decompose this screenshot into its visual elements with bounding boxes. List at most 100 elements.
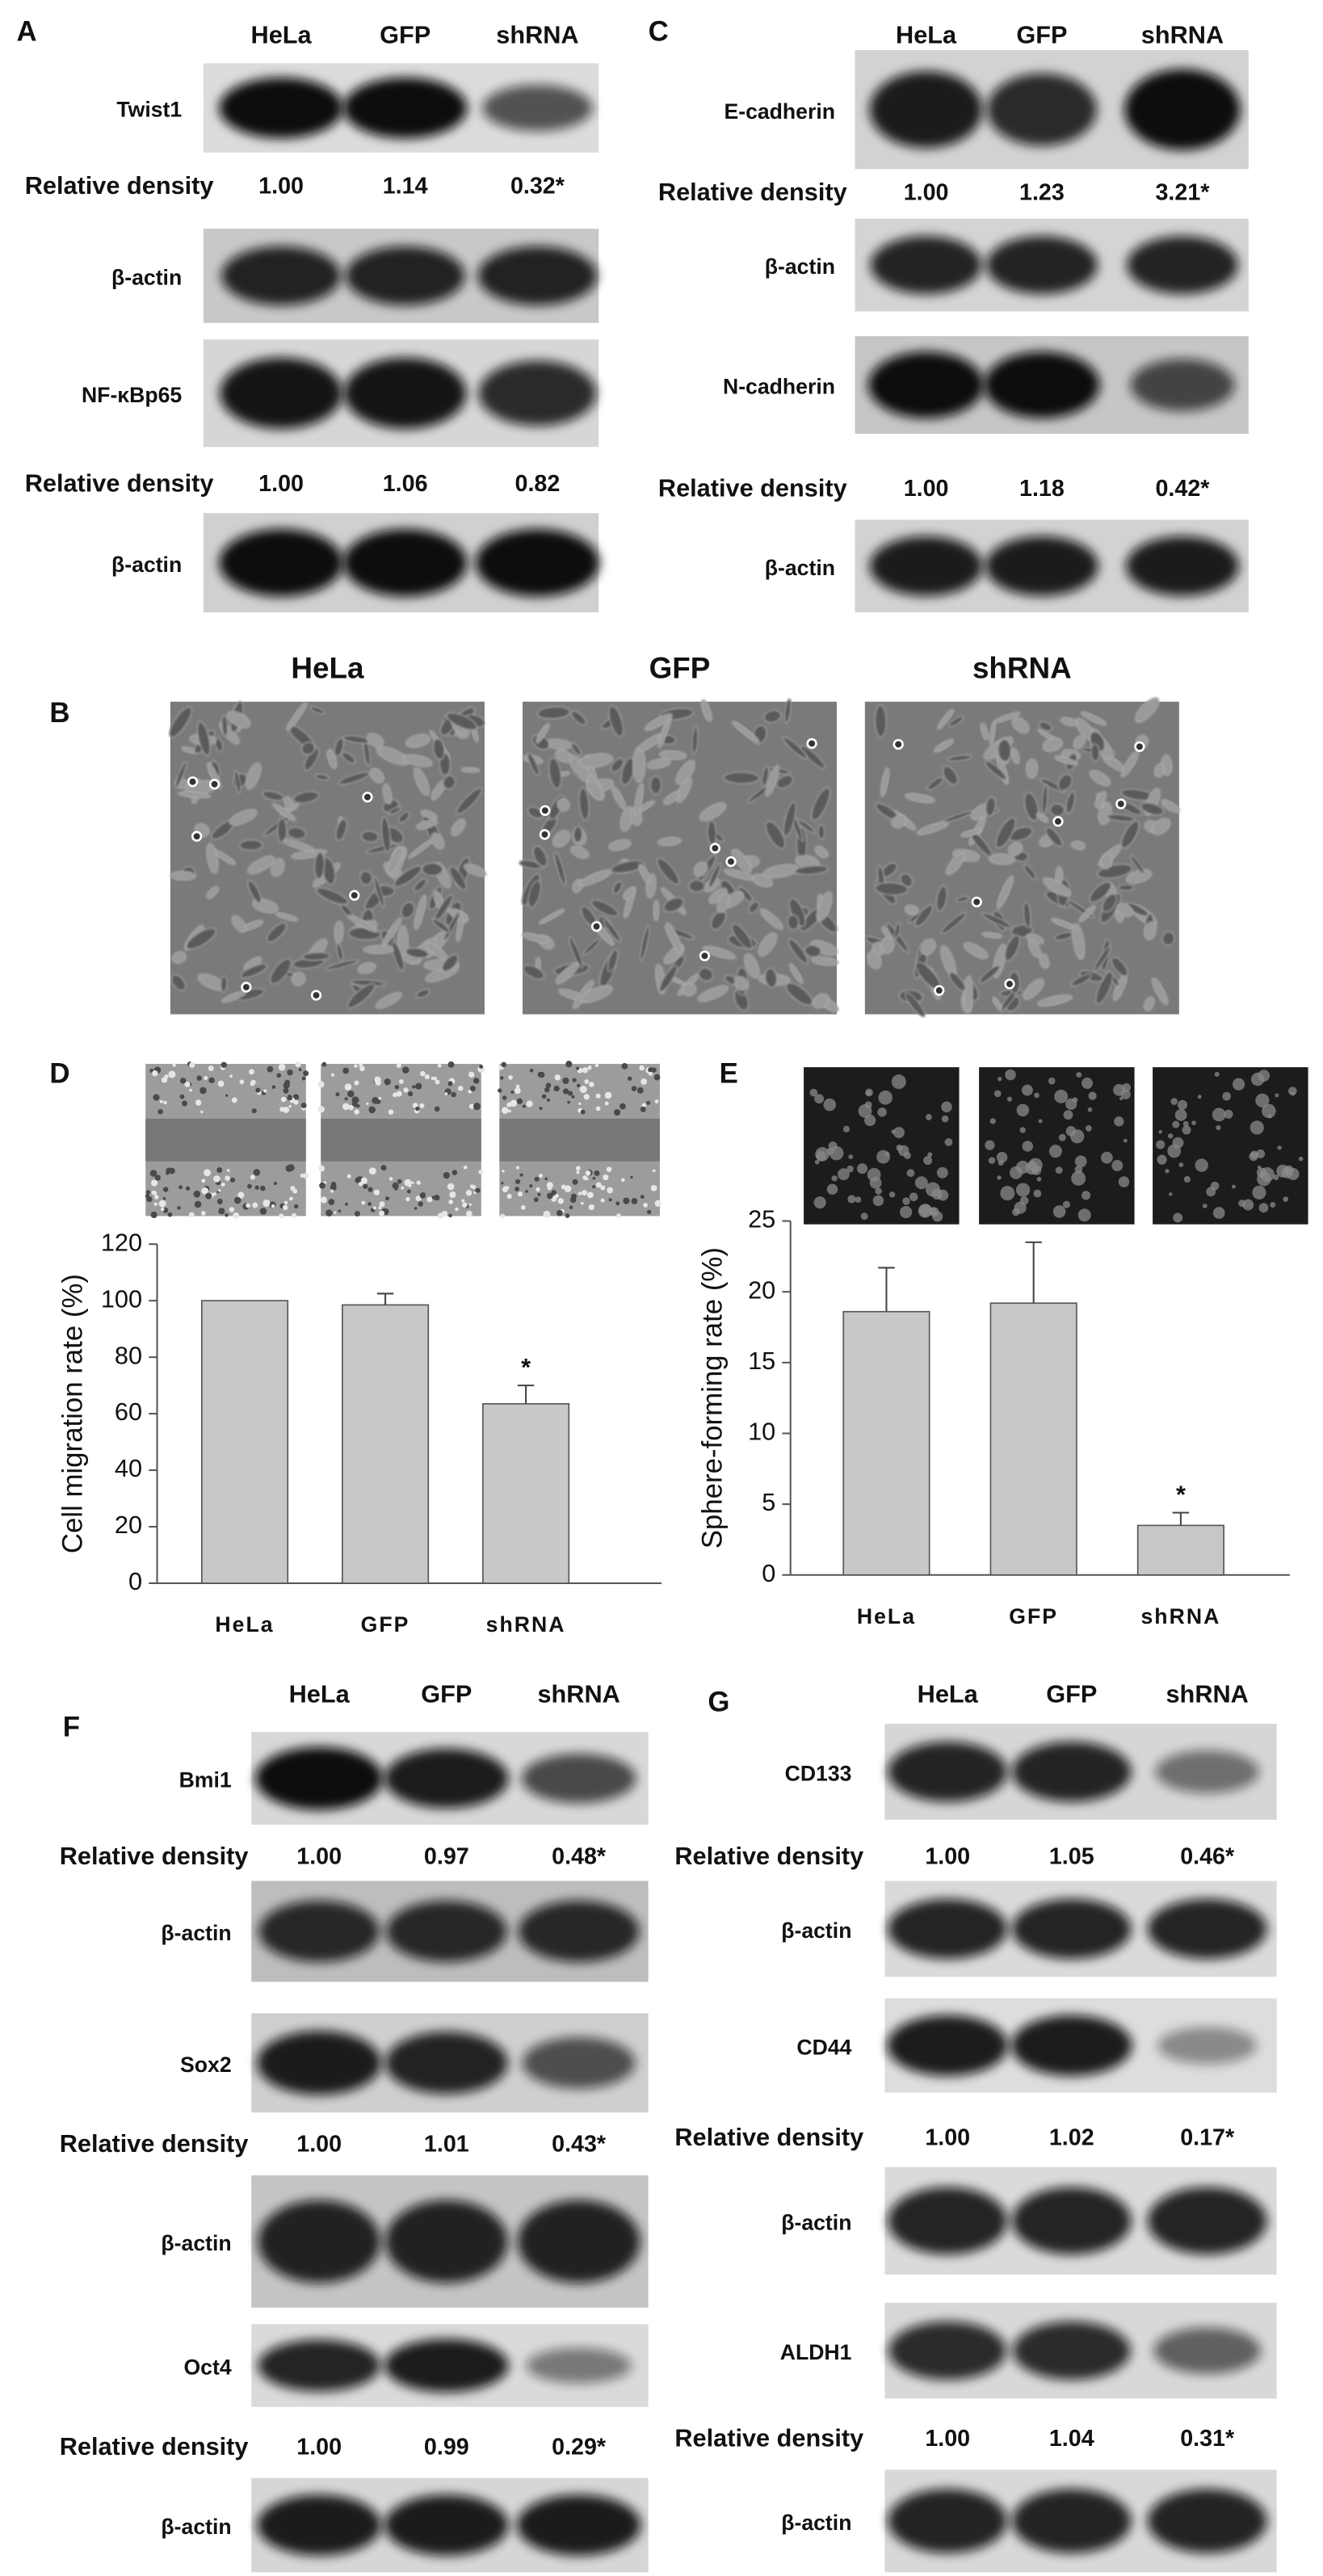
cell — [518, 1191, 523, 1197]
cell — [397, 811, 410, 824]
protein-label: β-actin — [111, 553, 182, 577]
sphere — [1077, 1208, 1091, 1222]
cell — [699, 802, 727, 822]
sphere — [1177, 1099, 1188, 1110]
cell — [260, 1185, 266, 1191]
band — [984, 351, 1100, 418]
sphere — [909, 1192, 918, 1202]
cell — [723, 771, 760, 784]
cell — [465, 1190, 472, 1196]
cell — [368, 1187, 373, 1192]
cell — [522, 1104, 526, 1108]
cell — [373, 876, 385, 909]
cell — [697, 985, 729, 1002]
cell — [575, 1166, 581, 1171]
cell — [590, 899, 620, 917]
cell — [162, 1187, 169, 1192]
cell — [885, 922, 909, 953]
sphere — [1242, 1199, 1254, 1211]
cell — [394, 1187, 398, 1191]
column-header: shRNA — [972, 651, 1072, 684]
cell — [536, 1187, 540, 1192]
sphere — [1088, 1091, 1097, 1100]
sphere — [823, 1098, 837, 1112]
cell — [582, 1067, 589, 1074]
sphere — [865, 1088, 873, 1097]
cell — [1039, 953, 1050, 969]
cell — [226, 711, 251, 729]
bar — [989, 1302, 1077, 1576]
sphere — [1182, 1120, 1189, 1127]
cell — [218, 1189, 221, 1192]
cell — [460, 767, 481, 773]
sphere — [1182, 1125, 1191, 1135]
protein-label: E-cadherin — [724, 99, 835, 124]
cell — [405, 1196, 410, 1202]
density-label: Relative density — [674, 2123, 863, 2151]
cell — [652, 1169, 656, 1173]
x-tick-label: HeLa — [857, 1604, 916, 1628]
sphere — [931, 1188, 943, 1200]
sphere — [902, 1197, 910, 1205]
cell — [212, 1192, 216, 1196]
sphere — [1033, 1189, 1042, 1198]
panel-label: A — [16, 16, 36, 48]
density-value: 0.43* — [552, 2132, 607, 2158]
cell — [1041, 784, 1048, 815]
cell — [355, 1177, 361, 1183]
cell — [246, 763, 262, 790]
protein-label: Oct4 — [183, 2355, 231, 2380]
y-tick-label: 40 — [115, 1454, 142, 1482]
cell — [247, 1183, 252, 1189]
cell — [145, 1190, 151, 1195]
cell — [1102, 893, 1118, 913]
protein-label: β-actin — [161, 2231, 231, 2255]
sphere — [1173, 1212, 1183, 1223]
cell — [537, 1192, 541, 1196]
round-cell — [241, 981, 252, 993]
cell — [1144, 996, 1155, 1011]
band — [1126, 236, 1238, 295]
cell — [567, 1090, 573, 1096]
cell — [336, 943, 344, 962]
cell — [571, 1095, 575, 1099]
panel-label: D — [49, 1058, 69, 1090]
cell — [369, 767, 384, 784]
round-cell — [362, 792, 373, 803]
cell — [731, 923, 753, 950]
cell — [960, 828, 982, 838]
bar — [1136, 1524, 1224, 1576]
panel-label: F — [63, 1711, 80, 1742]
cell — [221, 714, 229, 738]
round-cell — [725, 856, 737, 868]
cell — [368, 1202, 372, 1206]
cell — [804, 944, 821, 958]
cell — [663, 791, 681, 805]
density-label: Relative density — [60, 1842, 249, 1870]
sphere — [888, 1191, 896, 1198]
cell — [638, 864, 652, 884]
band — [219, 528, 343, 597]
sphere — [875, 1187, 882, 1195]
band — [516, 2494, 641, 2556]
sphere — [985, 1140, 995, 1150]
cell — [1116, 902, 1133, 918]
cell — [465, 1210, 472, 1217]
cell — [556, 797, 570, 812]
cell — [472, 1103, 481, 1111]
cell — [472, 1078, 480, 1084]
assay-image — [1153, 1067, 1308, 1225]
protein-label: CD44 — [796, 2035, 851, 2059]
cell — [229, 1074, 233, 1078]
cell — [220, 975, 228, 993]
density-value: 0.32* — [510, 173, 565, 199]
sphere — [1262, 1103, 1276, 1119]
significance-mark: * — [1176, 1480, 1186, 1508]
cell — [341, 751, 356, 764]
column-header: HeLa — [251, 21, 313, 49]
cell — [946, 852, 965, 876]
cell — [153, 1195, 159, 1200]
cell — [510, 1090, 514, 1094]
sphere — [1087, 1107, 1093, 1112]
cell — [278, 1063, 286, 1071]
